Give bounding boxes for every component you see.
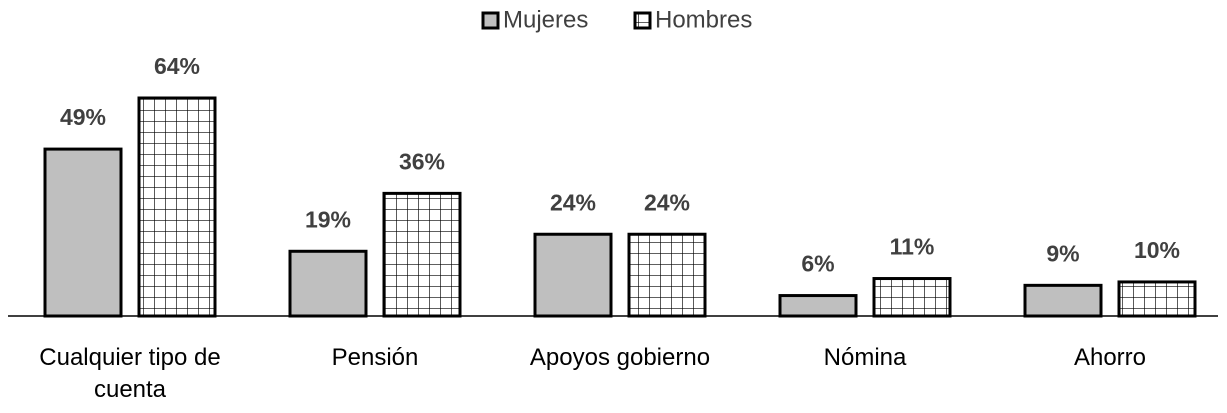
value-label: 11% (890, 234, 935, 260)
value-label: 64% (154, 53, 200, 79)
bar (137, 96, 217, 318)
value-label: 36% (399, 148, 445, 174)
bar (533, 232, 613, 318)
legend-swatch (633, 11, 652, 30)
bar (1023, 283, 1103, 318)
legend-label: Hombres (655, 6, 752, 33)
value-label: 10% (1134, 237, 1180, 263)
bar (627, 232, 707, 318)
value-label: 49% (60, 104, 106, 130)
bar (382, 191, 462, 318)
value-label: 24% (550, 189, 596, 215)
value-label: 6% (801, 251, 834, 277)
legend-swatch (481, 11, 500, 30)
bar (872, 277, 952, 318)
bar (778, 294, 858, 318)
bar (1117, 280, 1197, 318)
value-label: 9% (1046, 240, 1079, 266)
x-tick-label: Cualquier tipo de cuenta (39, 344, 221, 403)
bar (288, 249, 368, 318)
x-tick-label: Nómina (823, 344, 907, 371)
x-tick-label: Pensión (331, 344, 419, 371)
bar (43, 147, 123, 318)
legend-label: Mujeres (503, 6, 588, 33)
x-tick-label: Ahorro (1073, 344, 1147, 371)
x-tick-label: Apoyos gobierno (529, 344, 711, 371)
value-label: 24% (644, 189, 690, 215)
value-label: 19% (305, 206, 351, 232)
